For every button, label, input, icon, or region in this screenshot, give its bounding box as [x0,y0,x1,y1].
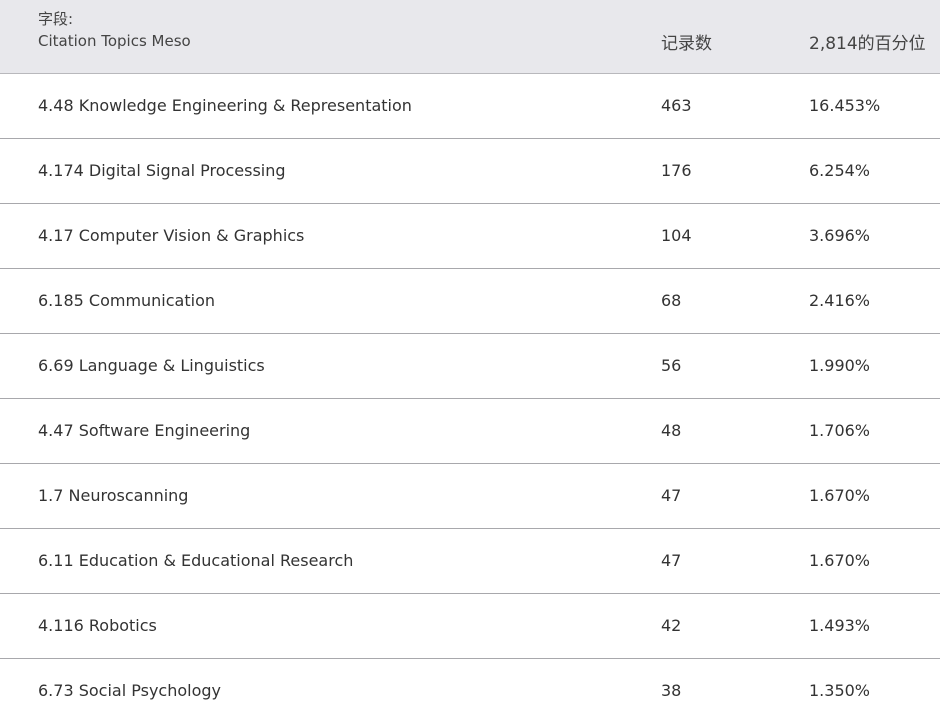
topic-cell: 4.174 Digital Signal Processing [38,161,286,180]
percent-cell: 16.453% [809,96,881,115]
percent-cell: 1.493% [809,616,871,635]
count-cell: 68 [661,291,682,310]
table-row[interactable]: 4.17 Computer Vision & Graphics 104 3.69… [0,204,940,269]
percent-cell: 3.696% [809,226,871,245]
field-column-header[interactable]: 字段: Citation Topics Meso [38,8,191,52]
percent-cell: 1.670% [809,551,871,570]
count-cell: 48 [661,421,682,440]
table-header: 字段: Citation Topics Meso 记录数 2,814的百分位 [0,0,940,74]
percent-cell: 2.416% [809,291,871,310]
table-row[interactable]: 6.73 Social Psychology 38 1.350% [0,659,940,716]
count-cell: 104 [661,226,692,245]
count-cell: 463 [661,96,692,115]
percent-column-header[interactable]: 2,814的百分位 [809,34,926,54]
count-cell: 38 [661,681,682,700]
count-cell: 42 [661,616,682,635]
percent-cell: 1.990% [809,356,871,375]
table-body: 4.48 Knowledge Engineering & Representat… [0,74,940,716]
table-row[interactable]: 6.11 Education & Educational Research 47… [0,529,940,594]
table-row[interactable]: 1.7 Neuroscanning 47 1.670% [0,464,940,529]
topic-cell: 6.11 Education & Educational Research [38,551,354,570]
field-name: Citation Topics Meso [38,32,191,50]
count-cell: 47 [661,551,682,570]
percent-cell: 6.254% [809,161,871,180]
topic-cell: 6.69 Language & Linguistics [38,356,265,375]
topic-cell: 4.17 Computer Vision & Graphics [38,226,305,245]
topic-cell: 4.116 Robotics [38,616,157,635]
field-label: 字段: [38,10,74,28]
table-row[interactable]: 6.69 Language & Linguistics 56 1.990% [0,334,940,399]
percent-cell: 1.670% [809,486,871,505]
table-row[interactable]: 4.174 Digital Signal Processing 176 6.25… [0,139,940,204]
table-row[interactable]: 4.116 Robotics 42 1.493% [0,594,940,659]
table-row[interactable]: 4.47 Software Engineering 48 1.706% [0,399,940,464]
table-row[interactable]: 4.48 Knowledge Engineering & Representat… [0,74,940,139]
count-cell: 176 [661,161,692,180]
percent-cell: 1.706% [809,421,871,440]
count-cell: 47 [661,486,682,505]
topic-cell: 4.47 Software Engineering [38,421,251,440]
topic-cell: 4.48 Knowledge Engineering & Representat… [38,96,412,115]
topic-cell: 1.7 Neuroscanning [38,486,189,505]
count-cell: 56 [661,356,682,375]
percent-cell: 1.350% [809,681,871,700]
count-column-header[interactable]: 记录数 [661,34,712,54]
table-row[interactable]: 6.185 Communication 68 2.416% [0,269,940,334]
topic-cell: 6.185 Communication [38,291,215,310]
topic-cell: 6.73 Social Psychology [38,681,221,700]
